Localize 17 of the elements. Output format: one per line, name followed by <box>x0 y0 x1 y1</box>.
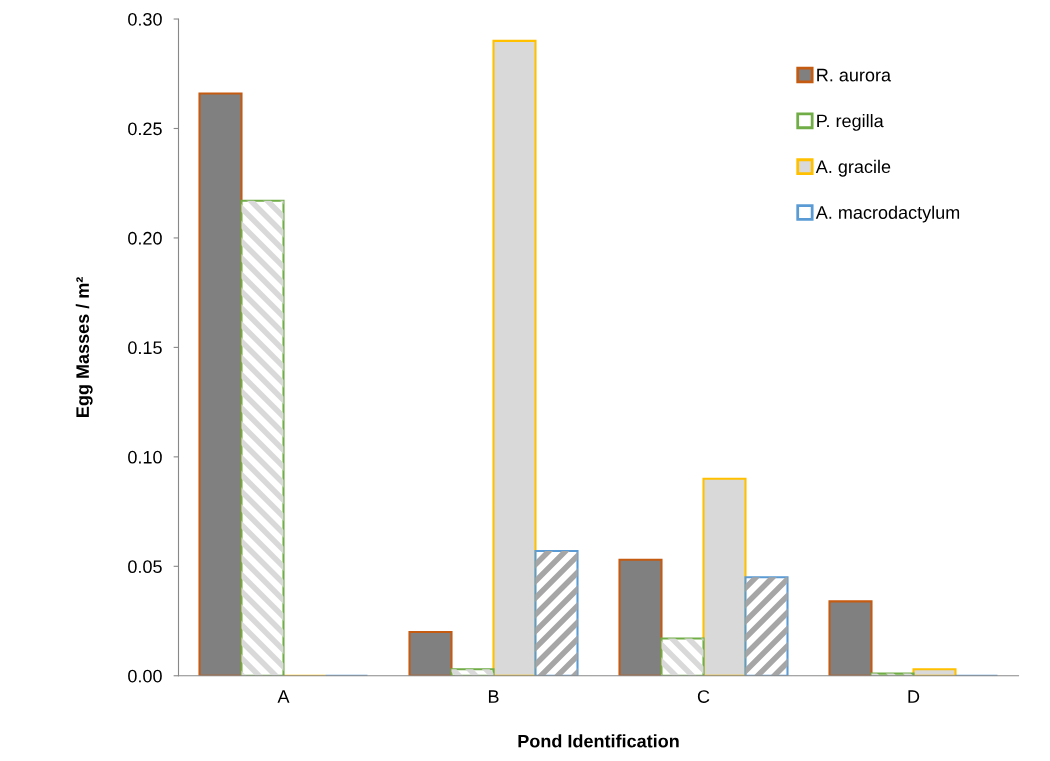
y-tick-label: 0.30 <box>128 12 162 26</box>
x-tick-label: B <box>488 690 499 703</box>
legend-label: A. gracile <box>815 159 891 177</box>
y-tick-label: 0.00 <box>128 669 162 683</box>
x-tick-label: A <box>277 690 290 703</box>
legend-label: P. regilla <box>817 114 884 131</box>
x-tick-label: C <box>697 690 710 703</box>
y-tick-label: 0.10 <box>128 450 162 464</box>
legend-label: A. macrodactylum <box>815 205 960 223</box>
y-tick-label: 0.25 <box>128 122 162 136</box>
y-tick-label: 0.05 <box>128 560 162 574</box>
y-tick-label: 0.15 <box>128 341 162 355</box>
y-tick-label: 0.20 <box>128 231 162 245</box>
x-axis-title: Pond Identification <box>518 734 679 748</box>
y-axis-title: Egg Masses / m² <box>75 277 93 417</box>
legend-label: R. aurora <box>817 68 892 82</box>
x-tick-label: D <box>908 690 920 703</box>
